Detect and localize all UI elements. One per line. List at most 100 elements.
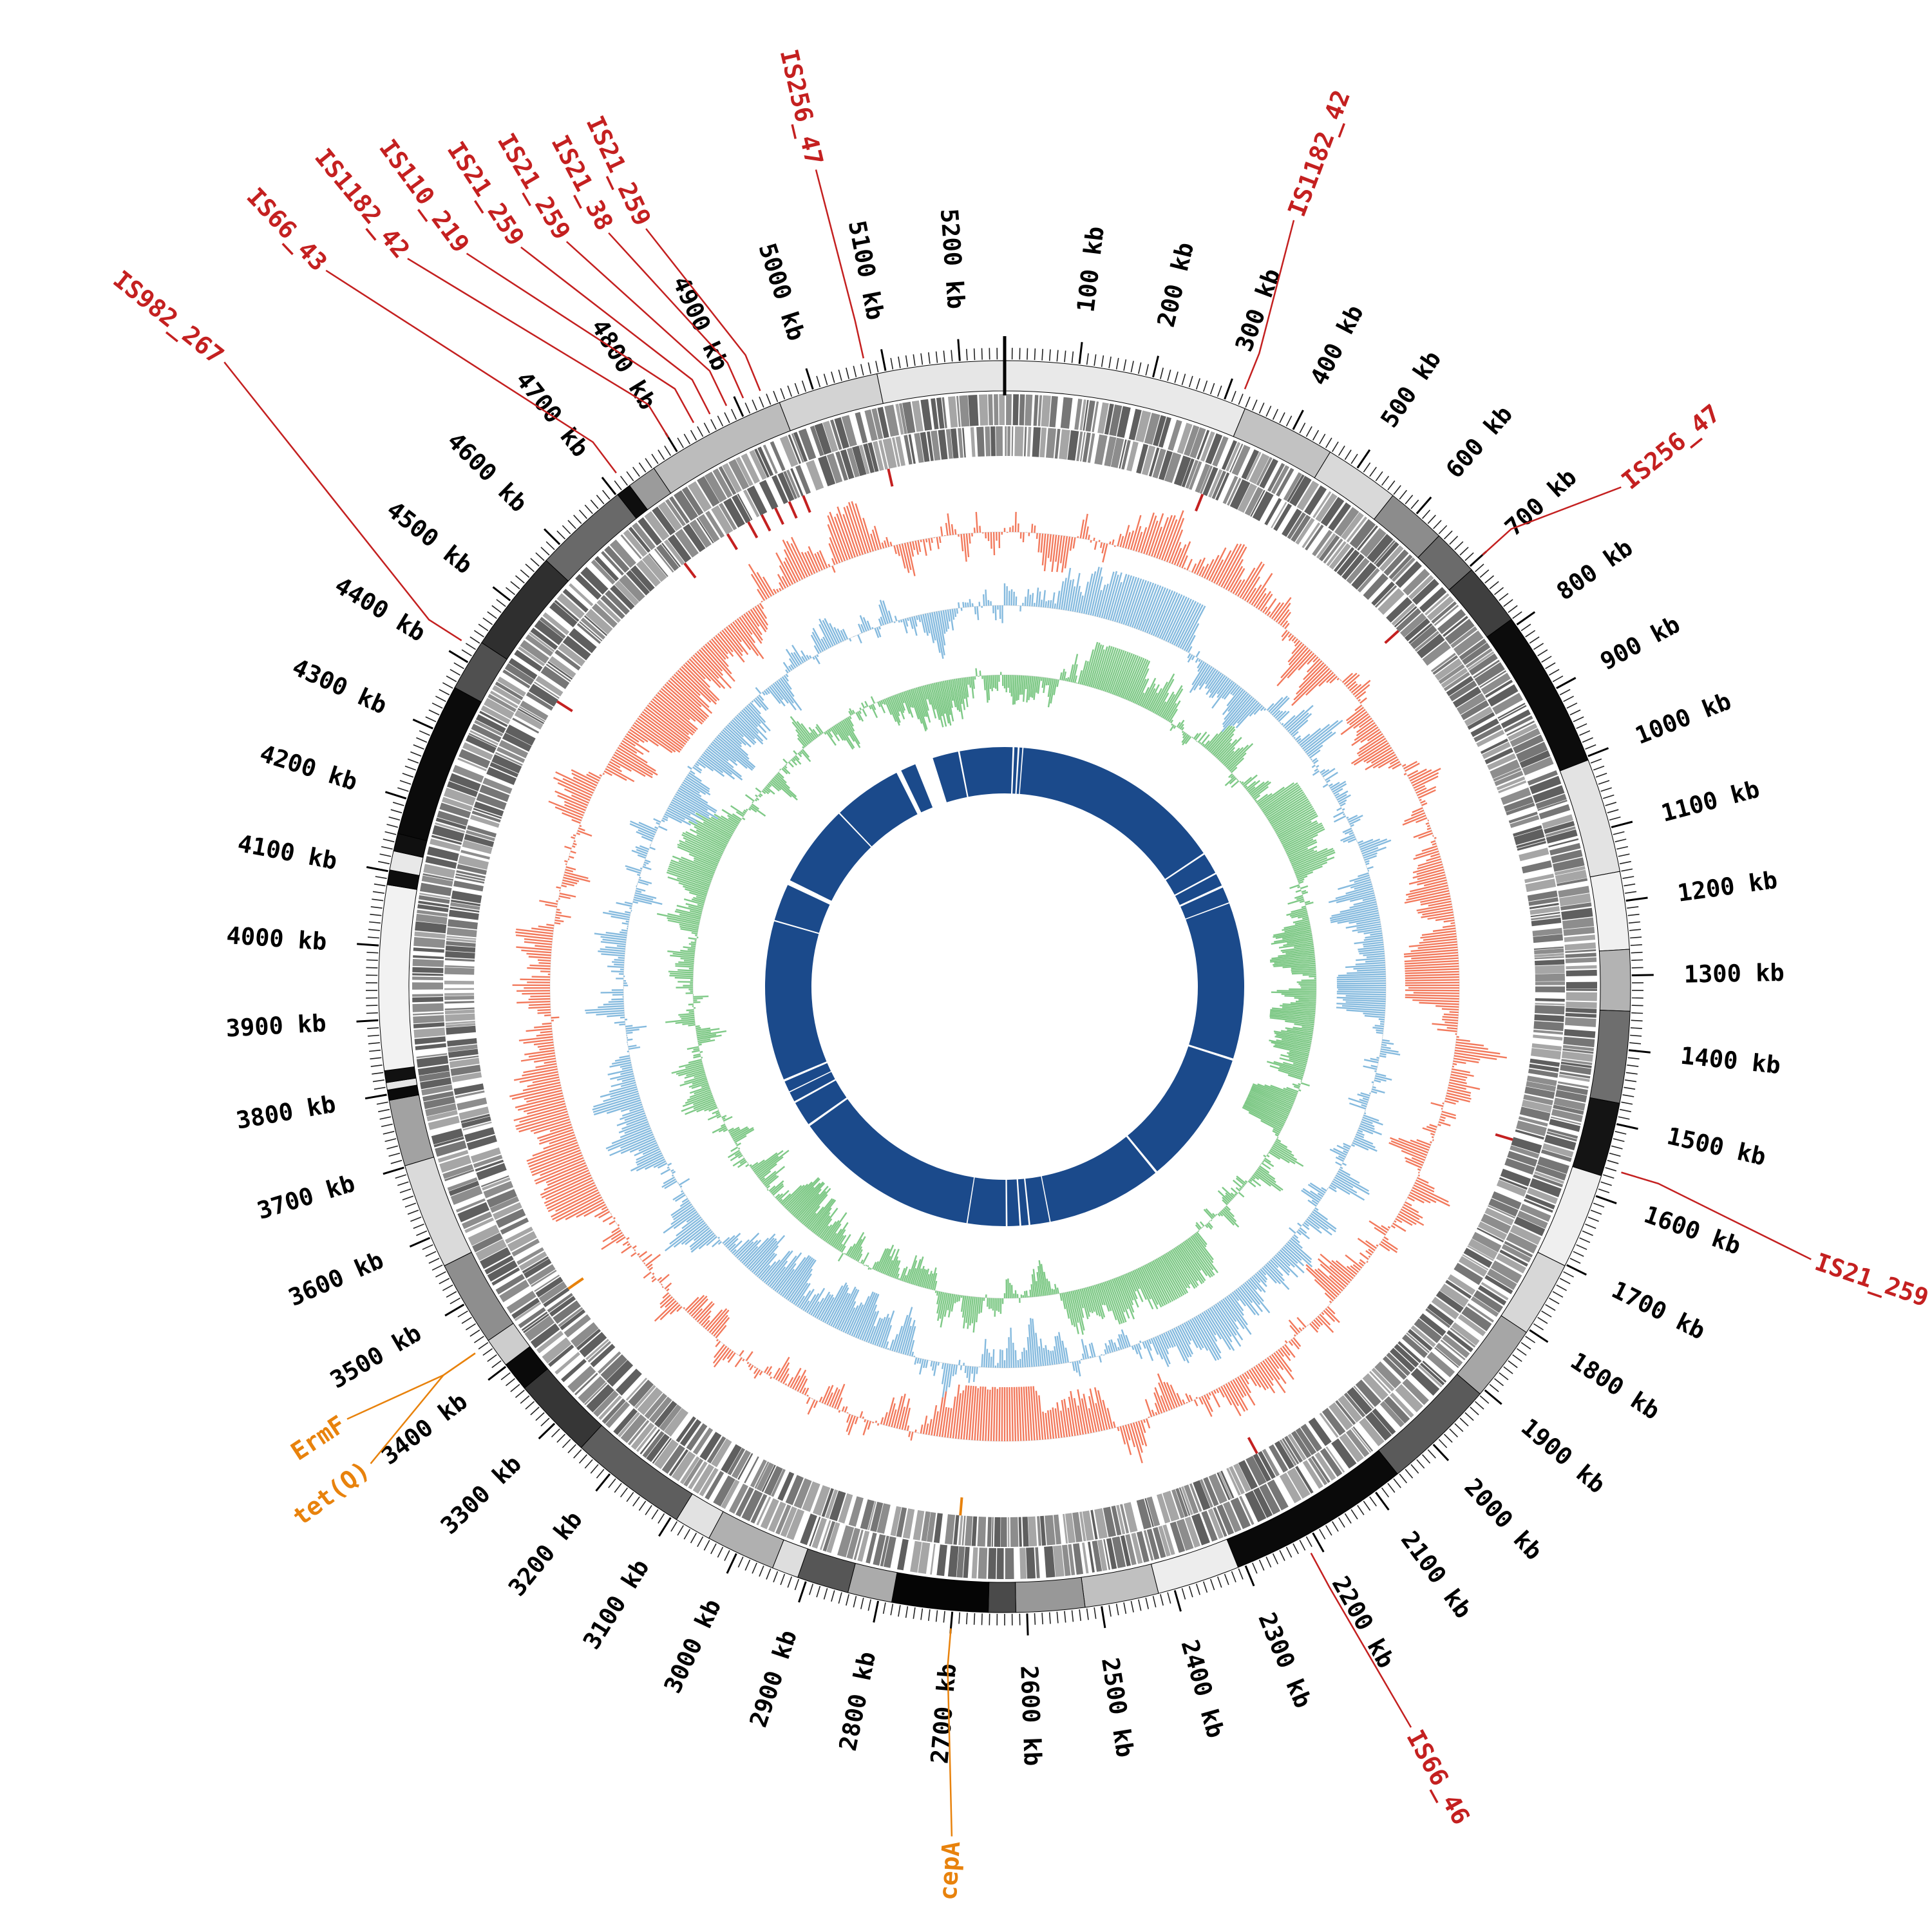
annotation-marker-ticks [556,468,1513,1516]
contig-segment [891,1572,990,1613]
alignment-ring [764,746,1244,1227]
axis-tick-label: 1800 kb [1566,1347,1665,1425]
axis-tick-label: 4500 kb [381,496,477,580]
contig-segment [378,884,417,1072]
marker-tick [761,514,772,532]
annotation-leader-line [325,269,617,474]
contig-segment [1589,871,1630,952]
axis-tick-label: 2800 kb [834,1649,881,1753]
axis-tick-label: 2000 kb [1459,1473,1548,1565]
annotation-leader-line [1621,1171,1812,1260]
axis-ticks [356,336,1654,1636]
annotation-label: ErmF [286,1410,351,1466]
annotation-leader-line [1244,220,1295,390]
axis-tick-label: 4700 kb [510,366,594,462]
contig-segment [987,1582,1016,1613]
axis-tick-label: 3600 kb [285,1246,388,1312]
contig-segment [1015,1577,1086,1613]
axis-tick-label: 4200 kb [256,739,361,796]
annotation-leader-line [608,232,744,399]
axis-tick-label: 5000 kb [753,240,810,344]
axis-tick-label: 5100 kb [843,218,889,322]
axis-tick-label: 100 kb [1072,225,1110,314]
marker-tick [788,501,798,519]
axis-tick-label: 4800 kb [585,314,661,414]
histogram-blue-bars [585,567,1401,1399]
axis-tick-label: 2300 kb [1253,1609,1317,1712]
histogram-green-bars [656,641,1336,1335]
marker-tick [567,1277,584,1290]
axis-tick-label: 700 kb [1499,463,1582,542]
annotation-label: IS21_259 [1812,1247,1932,1312]
axis-tick-label: 3700 kb [254,1170,358,1225]
axis-tick-label: 5200 kb [935,208,970,310]
axis-tick-label: 3100 kb [578,1555,654,1654]
axis-tick-label: 1000 kb [1631,687,1735,750]
axis-tick-label: 4000 kb [225,922,327,956]
contig-segment [847,1562,898,1603]
annotation-leader-line [947,1628,953,1837]
minor-ticks [365,348,1644,1625]
axis-tick-label: 3300 kb [435,1450,527,1539]
histogram-orange-bars [509,501,1507,1464]
axis-tick-label: 1700 kb [1607,1276,1710,1345]
axis-tick-label: 2400 kb [1176,1637,1230,1741]
marker-tick [1247,1437,1258,1454]
annotation-leader-line [815,169,865,359]
marker-tick [1495,1133,1513,1141]
axis-tick-label: 4300 kb [288,653,391,719]
contig-ring [378,360,1631,1613]
annotation-leader-line [1310,1553,1412,1728]
axis-tick-label: 2900 kb [744,1627,802,1731]
contig-segment [1598,949,1631,1012]
marker-tick [802,495,811,513]
contig-segment [1589,1009,1631,1104]
axis-tick-label: 500 kb [1376,346,1447,433]
marker-tick [747,521,759,538]
annotation-leader-line [223,361,462,641]
axis-tick-label: 2200 kb [1327,1571,1400,1672]
marker-tick [887,468,894,487]
axis-tick-label: 600 kb [1441,401,1518,484]
axis-tick-label: 3800 kb [234,1090,337,1135]
axis-tick-label: 1100 kb [1658,775,1763,828]
axis-tick-label: 1400 kb [1679,1042,1781,1080]
axis-tick-label: 200 kb [1152,240,1199,330]
annotation-leader-line [407,258,669,438]
annotation-label: IS66_46 [1401,1725,1476,1830]
histogram-orange [509,501,1507,1464]
axis-tick-label: 1200 kb [1676,866,1779,907]
annotation-label: IS66_43 [241,182,332,276]
annotation-label: IS256_47 [775,46,829,167]
histogram-green [656,641,1336,1335]
axis-tick-label: 400 kb [1305,301,1369,390]
axis-tick-label: 1300 kb [1683,959,1785,989]
axis-tick-label: 1900 kb [1516,1413,1611,1499]
annotation-label: tet(Q) [287,1455,375,1531]
annotation-label: cepA [934,1841,966,1901]
axis-tick-label: 1600 kb [1640,1200,1744,1260]
axis-tick-label: 4100 kb [236,829,339,875]
axis-tick-label: 3000 kb [659,1595,727,1697]
axis-tick-label: 3500 kb [325,1319,426,1394]
axis-tick-label: 2100 kb [1396,1526,1477,1624]
annotation-leader-line [520,246,711,415]
annotation-leader-line [370,1352,476,1464]
annotation-leader-line [565,241,728,406]
marker-tick [726,533,738,551]
axis-tick-label: 800 kb [1551,534,1638,606]
marker-tick [1195,493,1204,512]
histogram-blue [585,567,1401,1399]
annotation-label: IS256_47 [1616,399,1726,495]
axis-tick-label: 2700 kb [925,1663,961,1765]
contig-segment [797,1548,856,1593]
annotation-label: IS1182_42 [1282,86,1356,220]
marker-tick [1384,630,1399,644]
annotation-leader-line [466,252,695,424]
marker-tick [556,700,573,712]
axis-tick-label: 4600 kb [442,427,533,517]
contig-segment [708,1511,784,1569]
axis-tick-label: 2500 kb [1096,1656,1139,1759]
